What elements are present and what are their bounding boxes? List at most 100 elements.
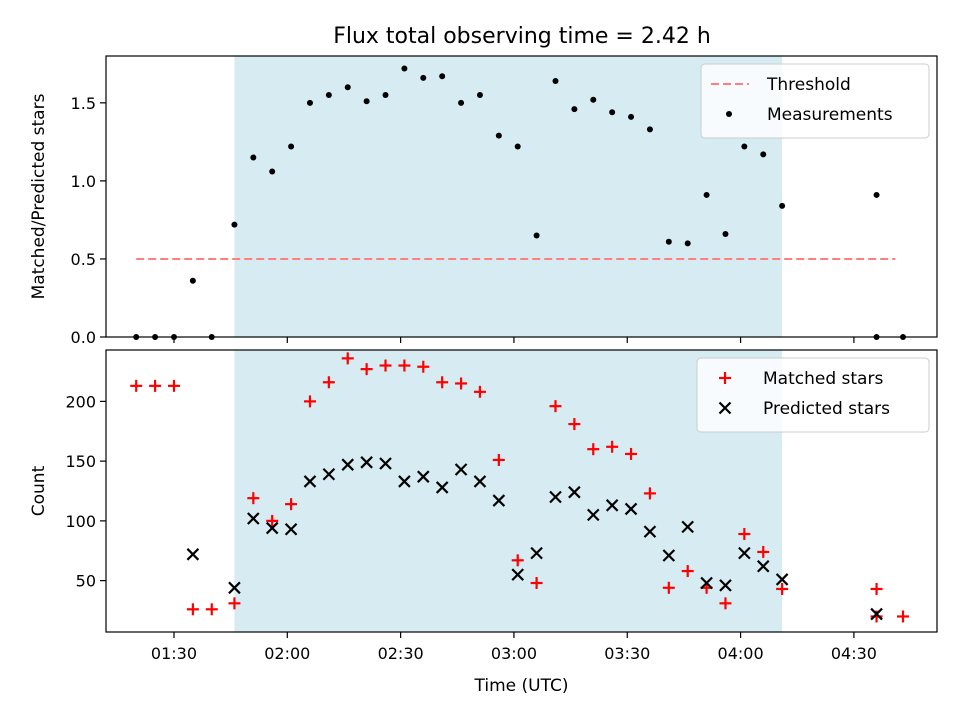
predicted-point <box>492 494 506 507</box>
predicted-point <box>643 525 657 538</box>
predicted-point-b <box>568 485 581 499</box>
predicted-point-b <box>379 457 392 470</box>
predicted-point-b <box>870 607 883 621</box>
predicted-point-b <box>265 521 279 535</box>
predicted-point <box>435 481 449 494</box>
matched-point <box>436 376 449 389</box>
chart-title: Flux total observing time = 2.42 h <box>333 24 711 49</box>
matched-point <box>549 400 562 413</box>
predicted-point <box>454 463 468 476</box>
matched-point <box>360 363 373 376</box>
measurement-point <box>703 191 710 198</box>
predicted-point-b <box>605 499 619 512</box>
predicted-point <box>265 521 279 535</box>
predicted-point-b <box>586 508 600 522</box>
measurement-point <box>514 143 521 150</box>
matched-point <box>870 610 883 623</box>
measurement-point <box>269 168 276 175</box>
matched-point <box>757 545 770 558</box>
measurement-point <box>590 96 597 103</box>
predicted-point-b <box>247 512 260 525</box>
predicted-point-b <box>341 458 355 471</box>
predicted-point <box>379 457 392 470</box>
legend-predicted-swatch <box>718 401 732 415</box>
matched-point <box>738 528 751 541</box>
predicted-point <box>284 522 298 536</box>
predicted-point <box>775 573 789 586</box>
measurement-point <box>873 191 880 198</box>
x-tick-label: 01:30 <box>151 644 197 663</box>
matched-point <box>130 379 143 392</box>
measurement-point <box>306 99 313 106</box>
predicted-point <box>586 508 600 522</box>
predicted-point-b <box>398 475 411 488</box>
matched-point <box>167 379 180 392</box>
legend-box <box>700 63 930 139</box>
predicted-point-b <box>624 502 638 516</box>
x-tick-label: 02:30 <box>378 644 424 663</box>
measurement-point <box>684 240 691 247</box>
legend-label: Predicted stars <box>763 399 890 419</box>
matched-point <box>530 577 543 590</box>
matched-point <box>341 352 354 365</box>
predicted-point <box>473 475 487 488</box>
legend-measurement-swatch <box>726 111 732 117</box>
predicted-point-b <box>662 549 676 562</box>
predicted-point <box>322 467 336 481</box>
predicted-point <box>511 568 525 581</box>
measurement-point <box>665 238 672 245</box>
matched-point <box>322 376 335 389</box>
measurement-point <box>382 92 389 99</box>
y-tick-label: 1.0 <box>71 172 96 191</box>
measurement-point <box>189 277 196 284</box>
matched-point <box>681 565 694 578</box>
matched-point <box>511 554 524 567</box>
predicted-point-b <box>738 546 751 560</box>
measurement-point <box>363 98 370 105</box>
predicted-point-b <box>775 573 789 586</box>
bottom-axes-frame <box>105 349 938 633</box>
measurement-point <box>325 92 332 99</box>
observing-span <box>234 56 783 337</box>
predicted-point-b <box>417 470 430 483</box>
predicted-point <box>303 475 317 488</box>
measurement-point <box>628 113 635 120</box>
matched-point <box>228 597 241 610</box>
measurement-point <box>495 132 502 139</box>
measurement-point <box>609 109 616 116</box>
matched-point <box>897 610 910 623</box>
predicted-point <box>681 520 694 534</box>
x-axis-label: Time (UTC) <box>474 676 569 696</box>
matched-point <box>625 447 638 460</box>
x-tick-label: 04:30 <box>831 644 877 663</box>
legend-matched-swatch <box>719 372 731 384</box>
matched-point <box>205 603 218 616</box>
plot-layer: 0.0 0.5 1.0 1.5 Matched/Predicted stars Thres… <box>29 55 938 696</box>
y-tick-label: 200 <box>65 392 96 411</box>
measurement-point <box>722 230 729 237</box>
measurement-point <box>288 143 295 150</box>
matched-point <box>662 581 675 594</box>
predicted-point-b <box>530 546 543 560</box>
predicted-point-b <box>454 463 468 476</box>
predicted-point-b <box>473 475 487 488</box>
predicted-point <box>530 546 543 560</box>
predicted-point <box>228 581 241 595</box>
predicted-point-b <box>511 568 525 581</box>
predicted-point-b <box>322 467 336 481</box>
matched-point <box>455 377 468 390</box>
y-tick-label: 100 <box>65 512 96 531</box>
matched-point <box>285 498 298 511</box>
measurement-point <box>533 232 540 239</box>
predicted-point-b <box>228 581 241 595</box>
measurement-point <box>250 154 257 161</box>
series-measurements <box>133 65 907 340</box>
predicted-point-b <box>360 456 373 469</box>
series-predicted-stars <box>186 456 883 621</box>
predicted-point-b <box>700 576 713 590</box>
measurement-point <box>646 126 653 133</box>
matched-point <box>303 395 316 408</box>
predicted-point <box>341 458 355 471</box>
y-tick-label: 0.5 <box>71 250 96 269</box>
